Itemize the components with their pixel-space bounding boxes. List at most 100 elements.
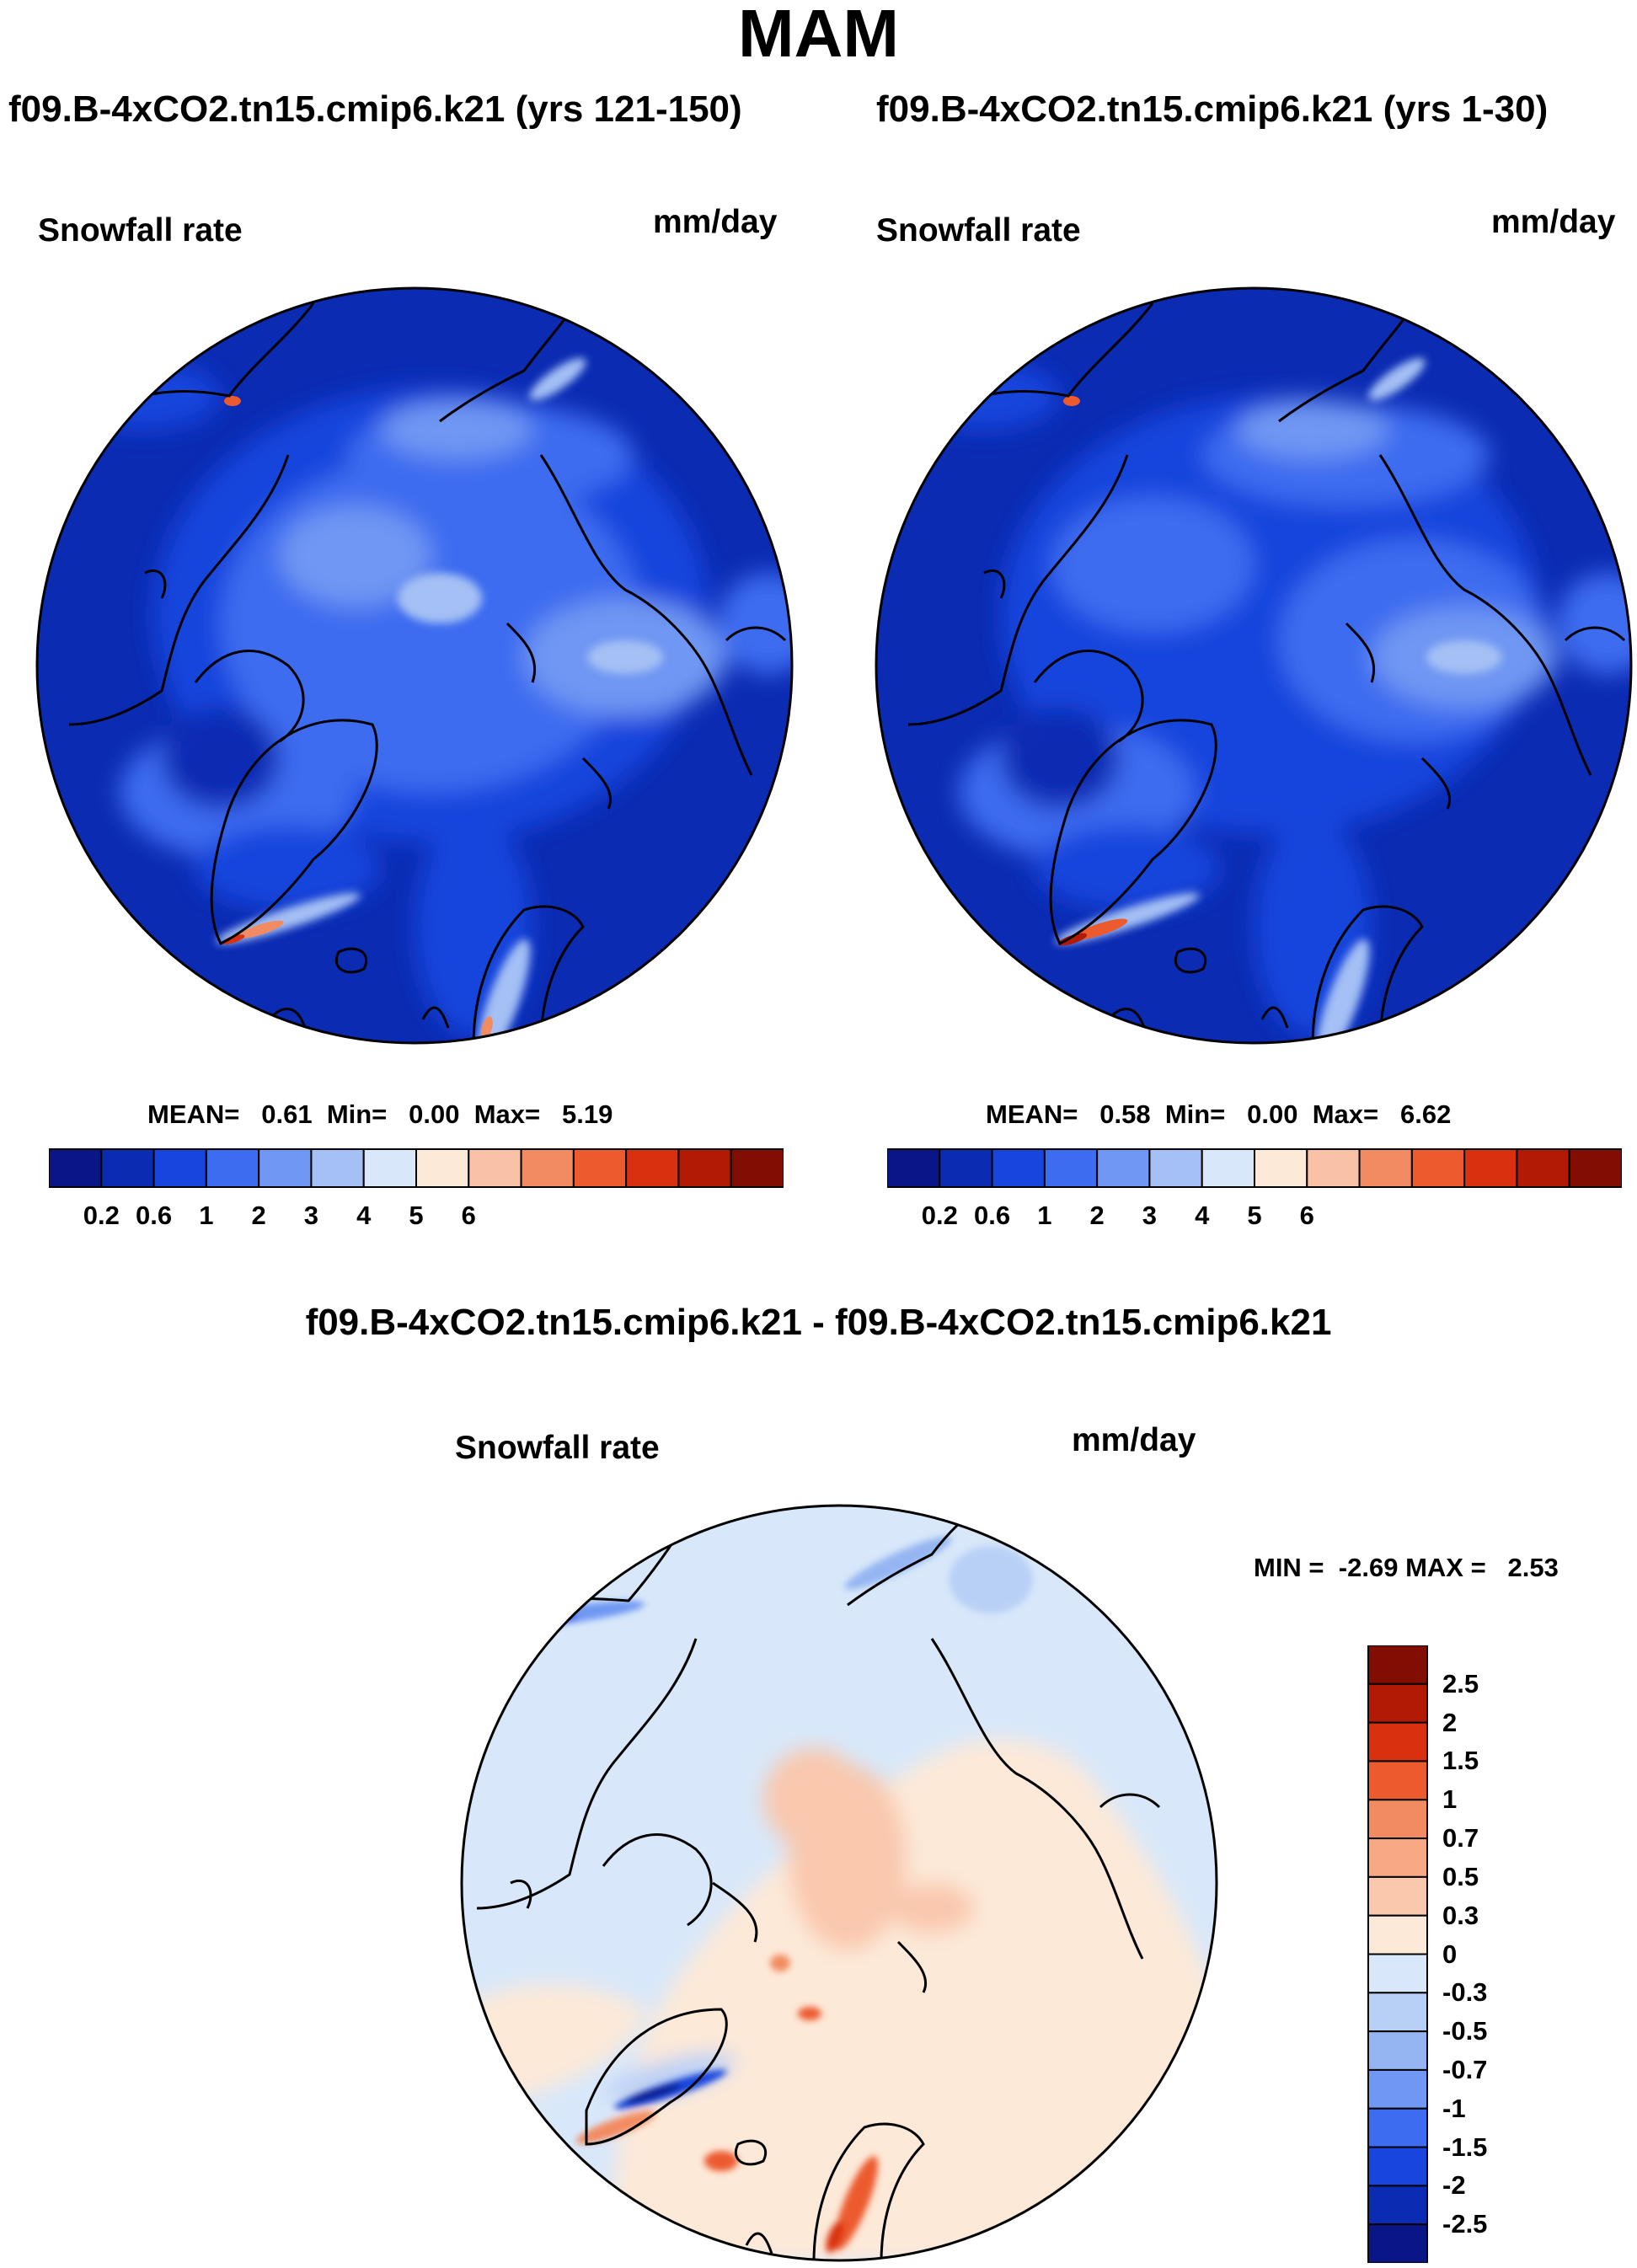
colorbar-tick-label: 1 xyxy=(1037,1201,1052,1230)
colorbar-tick-label: -0.5 xyxy=(1442,2016,1488,2046)
colorbar-tick-label: -0.7 xyxy=(1442,2054,1488,2084)
panel2-variable: Snowfall rate xyxy=(876,212,1081,249)
colorbar-tick-label: 0.6 xyxy=(136,1201,173,1230)
panel3-colorbar-labels: 2.5 2 1.5 1 0.7 0.5 0.3 0 -0.3 -0.5 -0.7 -1 -1.5 -2 -2… xyxy=(1442,1645,1527,2263)
panel3-variable: Snowfall rate xyxy=(455,1430,660,1466)
panel1-colorbar-labels: 0.2 0.6 1 2 3 4 5 6 xyxy=(49,1201,784,1234)
colorbar-swatch xyxy=(1306,1148,1361,1188)
map1-greenland-max xyxy=(238,920,284,939)
colorbar-swatch xyxy=(1367,1645,1428,1685)
colorbar-swatch xyxy=(1096,1148,1151,1188)
colorbar-tick-label: 2 xyxy=(1442,1707,1458,1737)
colorbar-tick-label: 3 xyxy=(1142,1201,1158,1230)
stat-label: MEAN= xyxy=(986,1099,1078,1129)
colorbar-tick-label: 6 xyxy=(461,1201,476,1230)
stat-label: MEAN= xyxy=(147,1099,240,1129)
colorbar-swatch xyxy=(1367,1721,1428,1763)
colorbar-tick-label: 0.2 xyxy=(83,1201,120,1230)
colorbar-swatch xyxy=(205,1148,260,1188)
colorbar-swatch xyxy=(152,1148,207,1188)
stat-value: 0.00 xyxy=(409,1099,460,1129)
colorbar-tick-label: 1 xyxy=(199,1201,214,1230)
colorbar-swatch xyxy=(1043,1148,1099,1188)
stat-value: 2.53 xyxy=(1507,1553,1559,1582)
colorbar-swatch xyxy=(362,1148,418,1188)
panel2-colorbar xyxy=(887,1148,1622,1188)
colorbar-tick-label: 1 xyxy=(1442,1784,1458,1815)
colorbar-swatch xyxy=(1367,2030,1428,2071)
colorbar-swatch xyxy=(1463,1148,1518,1188)
panel2-stats: MEAN= 0.58 Min= 0.00 Max= 6.62 xyxy=(986,1099,1451,1130)
colorbar-swatch xyxy=(1410,1148,1466,1188)
colorbar-swatch xyxy=(1367,2185,1428,2226)
colorbar-swatch xyxy=(1367,1953,1428,1994)
colorbar-tick-label: 0.3 xyxy=(1442,1900,1479,1930)
colorbar-tick-label: -1.5 xyxy=(1442,2132,1488,2162)
colorbar-swatch xyxy=(1367,1992,1428,2033)
colorbar-swatch xyxy=(1254,1148,1308,1188)
stat-value: 6.62 xyxy=(1399,1099,1452,1129)
map2-alaska-max xyxy=(1063,396,1080,406)
colorbar-tick-label: 2.5 xyxy=(1442,1668,1479,1698)
colorbar-swatch xyxy=(1367,1875,1428,1917)
colorbar-swatch xyxy=(1367,1837,1428,1878)
panel1-units: mm/day xyxy=(653,204,778,240)
colorbar-swatch xyxy=(1568,1148,1622,1188)
colorbar-swatch xyxy=(258,1148,313,1188)
stat-value: 5.19 xyxy=(561,1099,613,1129)
colorbar-tick-label: 0.2 xyxy=(921,1201,958,1230)
colorbar-swatch xyxy=(1367,2068,1428,2110)
stat-value: 0.61 xyxy=(261,1099,313,1129)
colorbar-swatch xyxy=(1367,1799,1428,1840)
colorbar-swatch xyxy=(1367,1760,1428,1801)
colorbar-tick-label: -1 xyxy=(1442,2093,1466,2123)
map3-scandinavia-positive xyxy=(834,2156,878,2250)
panel3-units: mm/day xyxy=(1072,1422,1196,1458)
colorbar-tick-label: 6 xyxy=(1299,1201,1314,1230)
colorbar-tick-label: 1.5 xyxy=(1442,1746,1479,1776)
colorbar-swatch xyxy=(887,1148,941,1188)
panel3-stats: MIN = -2.69 MAX = 2.53 xyxy=(1254,1553,1559,1583)
panel2-units: mm/day xyxy=(1491,204,1616,240)
colorbar-swatch xyxy=(100,1148,155,1188)
colorbar-tick-label: 0.6 xyxy=(974,1201,1011,1230)
stat-label: Min= xyxy=(1164,1099,1226,1129)
colorbar-swatch xyxy=(730,1148,784,1188)
colorbar-swatch xyxy=(1201,1148,1256,1188)
stat-label: Max= xyxy=(473,1099,541,1129)
stat-label: Max= xyxy=(1312,1099,1379,1129)
colorbar-swatch xyxy=(1367,2146,1428,2187)
colorbar-swatch xyxy=(415,1148,470,1188)
colorbar-tick-label: -2 xyxy=(1442,2170,1466,2201)
panel3-map xyxy=(460,1504,1218,2262)
colorbar-swatch xyxy=(1358,1148,1413,1188)
panel1-map xyxy=(35,286,794,1045)
colorbar-tick-label: 0.7 xyxy=(1442,1823,1479,1853)
colorbar-tick-label: 4 xyxy=(1195,1201,1210,1230)
map3-greenland-positive xyxy=(575,2110,656,2144)
stat-value: 0.00 xyxy=(1247,1099,1298,1129)
colorbar-swatch xyxy=(1367,1914,1428,1955)
panel2-title: f09.B-4xCO2.tn15.cmip6.k21 (yrs 1-30) xyxy=(876,88,1549,130)
colorbar-swatch xyxy=(677,1148,732,1188)
colorbar-swatch xyxy=(991,1148,1046,1188)
panel3-colorbar xyxy=(1367,1645,1428,2263)
colorbar-swatch xyxy=(572,1148,628,1188)
stat-label: Min= xyxy=(326,1099,388,1129)
colorbar-swatch xyxy=(939,1148,993,1188)
colorbar-swatch xyxy=(625,1148,680,1188)
panel1-variable: Snowfall rate xyxy=(38,212,243,249)
colorbar-tick-label: 5 xyxy=(1247,1201,1262,1230)
figure-title: MAM xyxy=(737,0,900,71)
diff-title: f09.B-4xCO2.tn15.cmip6.k21 - f09.B-4xCO2… xyxy=(305,1302,1332,1343)
stat-label: MAX = xyxy=(1405,1553,1486,1582)
colorbar-tick-label: 2 xyxy=(1089,1201,1105,1230)
colorbar-tick-label: 0.5 xyxy=(1442,1861,1479,1891)
panel2-colorbar-labels: 0.2 0.6 1 2 3 4 5 6 xyxy=(887,1201,1622,1234)
stat-value: 0.58 xyxy=(1099,1099,1151,1129)
map3-coastlines xyxy=(476,1506,1161,2260)
colorbar-swatch xyxy=(1516,1148,1570,1188)
colorbar-tick-label: -2.5 xyxy=(1442,2209,1488,2239)
colorbar-swatch xyxy=(49,1148,103,1188)
stat-value: -2.69 xyxy=(1338,1553,1399,1582)
